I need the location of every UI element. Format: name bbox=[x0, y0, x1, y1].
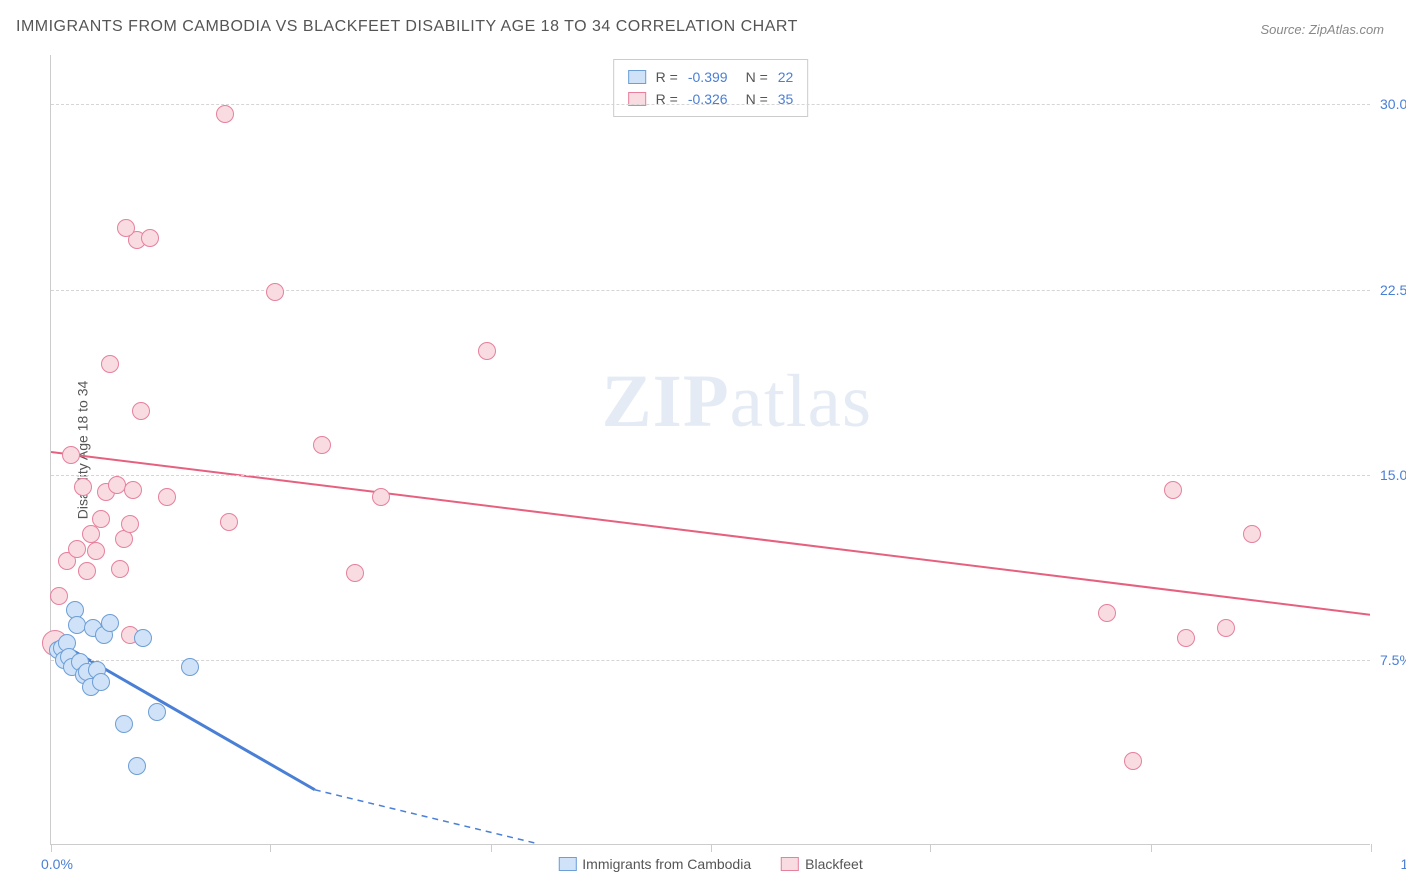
scatter-point bbox=[478, 342, 496, 360]
scatter-point bbox=[148, 703, 166, 721]
stats-row: R = -0.326 N = 35 bbox=[628, 88, 794, 110]
scatter-point bbox=[181, 658, 199, 676]
scatter-point bbox=[74, 478, 92, 496]
scatter-point bbox=[141, 229, 159, 247]
scatter-point bbox=[82, 525, 100, 543]
y-tick-label: 22.5% bbox=[1380, 282, 1406, 298]
scatter-point bbox=[124, 481, 142, 499]
grid-line bbox=[51, 660, 1370, 661]
grid-line bbox=[51, 104, 1370, 105]
x-tick bbox=[1371, 844, 1372, 852]
scatter-point bbox=[121, 515, 139, 533]
y-tick-label: 15.0% bbox=[1380, 467, 1406, 483]
swatch-icon bbox=[558, 857, 576, 871]
swatch-icon bbox=[628, 70, 646, 84]
scatter-point bbox=[266, 283, 284, 301]
n-value: 22 bbox=[778, 69, 794, 85]
scatter-point bbox=[132, 402, 150, 420]
scatter-point bbox=[101, 614, 119, 632]
x-tick bbox=[711, 844, 712, 852]
scatter-point bbox=[220, 513, 238, 531]
scatter-point bbox=[372, 488, 390, 506]
scatter-point bbox=[128, 757, 146, 775]
watermark-text: ZIPatlas bbox=[602, 359, 872, 445]
x-tick bbox=[1151, 844, 1152, 852]
x-tick bbox=[491, 844, 492, 852]
bottom-legend: Immigrants from Cambodia Blackfeet bbox=[558, 856, 862, 872]
scatter-point bbox=[1124, 752, 1142, 770]
stats-row: R = -0.399 N = 22 bbox=[628, 66, 794, 88]
x-axis-max-label: 100.0% bbox=[1401, 856, 1406, 872]
scatter-point bbox=[92, 673, 110, 691]
y-tick-label: 7.5% bbox=[1380, 652, 1406, 668]
r-label: R = bbox=[656, 69, 678, 85]
scatter-point bbox=[134, 629, 152, 647]
legend-label: Immigrants from Cambodia bbox=[582, 856, 751, 872]
n-label: N = bbox=[746, 69, 768, 85]
scatter-point bbox=[68, 540, 86, 558]
trend-lines-svg bbox=[51, 55, 1370, 844]
x-tick bbox=[270, 844, 271, 852]
scatter-point bbox=[62, 446, 80, 464]
scatter-point bbox=[1217, 619, 1235, 637]
watermark-part1: ZIP bbox=[602, 360, 730, 443]
scatter-point bbox=[346, 564, 364, 582]
scatter-point bbox=[115, 715, 133, 733]
x-tick bbox=[51, 844, 52, 852]
legend-item: Blackfeet bbox=[781, 856, 863, 872]
legend-label: Blackfeet bbox=[805, 856, 863, 872]
scatter-point bbox=[1098, 604, 1116, 622]
scatter-point bbox=[92, 510, 110, 528]
source-text: Source: ZipAtlas.com bbox=[1260, 22, 1384, 37]
r-value: -0.399 bbox=[688, 69, 728, 85]
y-tick-label: 30.0% bbox=[1380, 96, 1406, 112]
scatter-point bbox=[50, 587, 68, 605]
scatter-point bbox=[1177, 629, 1195, 647]
scatter-point bbox=[216, 105, 234, 123]
scatter-point bbox=[1243, 525, 1261, 543]
scatter-point bbox=[313, 436, 331, 454]
scatter-point bbox=[87, 542, 105, 560]
scatter-point bbox=[78, 562, 96, 580]
grid-line bbox=[51, 475, 1370, 476]
grid-line bbox=[51, 290, 1370, 291]
x-axis-min-label: 0.0% bbox=[41, 856, 73, 872]
watermark-part2: atlas bbox=[730, 360, 872, 443]
stats-legend-box: R = -0.399 N = 22 R = -0.326 N = 35 bbox=[613, 59, 809, 117]
swatch-icon bbox=[781, 857, 799, 871]
x-tick bbox=[930, 844, 931, 852]
scatter-point bbox=[1164, 481, 1182, 499]
scatter-point bbox=[117, 219, 135, 237]
scatter-point bbox=[111, 560, 129, 578]
chart-plot-area: Disability Age 18 to 34 ZIPatlas R = -0.… bbox=[50, 55, 1370, 845]
chart-title: IMMIGRANTS FROM CAMBODIA VS BLACKFEET DI… bbox=[16, 18, 798, 36]
scatter-point bbox=[101, 355, 119, 373]
legend-item: Immigrants from Cambodia bbox=[558, 856, 751, 872]
scatter-point bbox=[158, 488, 176, 506]
